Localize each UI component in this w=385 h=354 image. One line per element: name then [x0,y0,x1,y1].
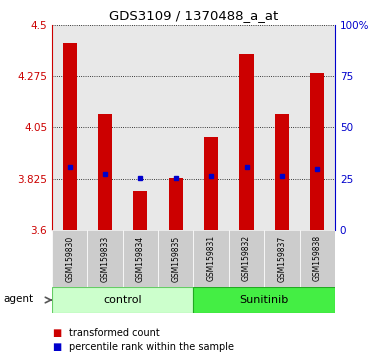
Text: GSM159838: GSM159838 [313,235,322,281]
Bar [133,191,147,230]
Bar [123,230,158,287]
Text: GSM159833: GSM159833 [100,235,110,281]
Bar [52,287,193,313]
Bar [275,114,289,230]
Bar [52,230,87,287]
Text: GSM159837: GSM159837 [277,235,286,281]
Text: control: control [104,295,142,305]
Bar [98,114,112,230]
Text: agent: agent [4,294,34,304]
Text: GSM159832: GSM159832 [242,235,251,281]
Text: Sunitinib: Sunitinib [239,295,289,305]
Text: GSM159830: GSM159830 [65,235,74,281]
Text: ■: ■ [52,328,61,338]
Bar [310,73,324,230]
Bar [193,287,335,313]
Text: transformed count: transformed count [69,328,160,338]
Text: GSM159831: GSM159831 [207,235,216,281]
Text: GSM159834: GSM159834 [136,235,145,281]
Bar [158,230,193,287]
Bar [193,230,229,287]
Bar [229,230,264,287]
Text: ■: ■ [52,342,61,352]
Title: GDS3109 / 1370488_a_at: GDS3109 / 1370488_a_at [109,9,278,22]
Bar [63,43,77,230]
Bar [239,55,254,230]
Bar [87,230,123,287]
Bar [204,137,218,230]
Bar [264,230,300,287]
Bar [169,178,183,230]
Text: percentile rank within the sample: percentile rank within the sample [69,342,234,352]
Text: GSM159835: GSM159835 [171,235,180,281]
Bar [300,230,335,287]
